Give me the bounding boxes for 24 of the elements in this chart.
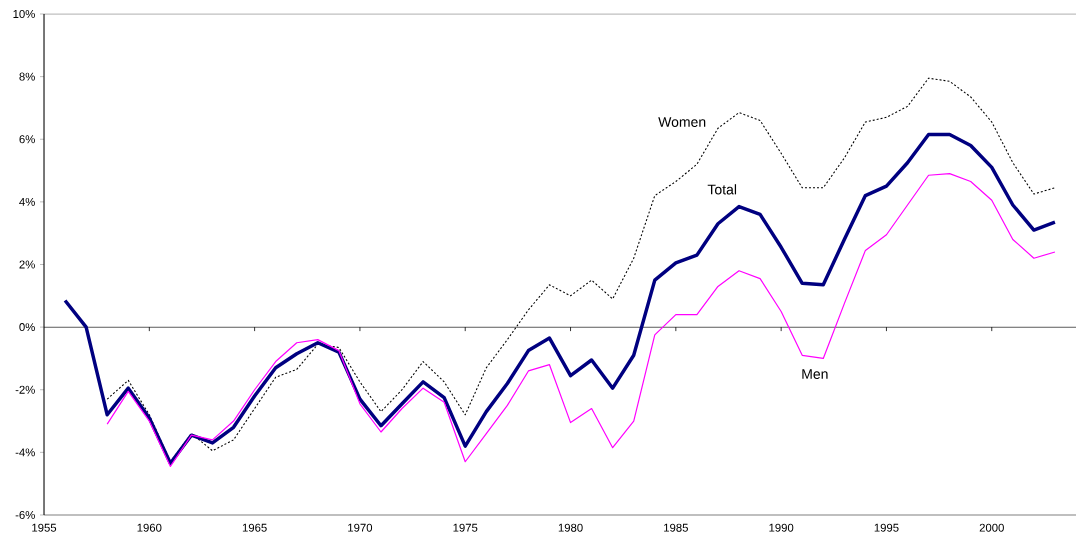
x-tick-label: 1995 [874,523,899,532]
x-tick-label: 1960 [137,523,162,532]
x-tick-label: 1970 [348,523,373,532]
x-tick-label: 1985 [664,523,688,532]
y-tick-label: -4% [15,448,35,457]
line-series [63,132,1057,466]
y-tick-label: 8% [19,72,35,81]
y-tick-label: 6% [19,135,35,144]
y-tick-label: 4% [19,197,35,206]
y-tick-label: 10% [13,9,35,18]
x-tick-label: 1955 [32,523,57,532]
series-label: Men [802,369,828,379]
x-tick-label: 1965 [242,523,267,532]
y-tick-label: -6% [15,510,35,519]
y-tick-label: 2% [19,260,35,269]
x-tick-label: 2000 [979,523,1004,532]
series-label: Total [707,184,737,195]
series-label: Women [658,117,706,127]
y-tick-label: -2% [15,385,35,394]
x-tick-label: 1980 [558,523,583,532]
x-tick-label: 1975 [453,523,478,532]
line-series [106,173,1056,468]
y-tick-label: 0% [19,323,35,332]
x-tick-label: 1990 [769,523,794,532]
